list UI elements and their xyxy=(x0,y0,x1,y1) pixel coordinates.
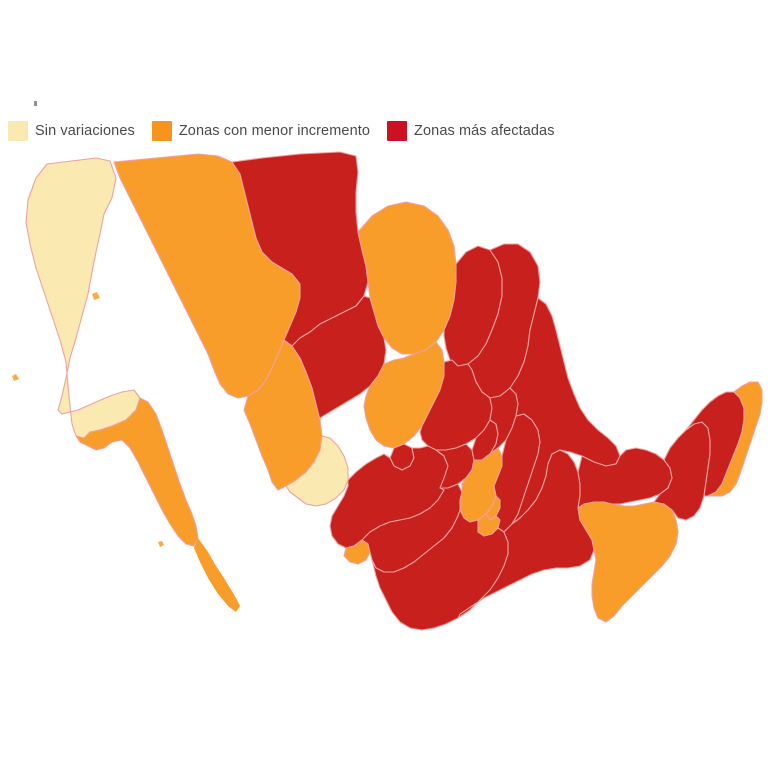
map-legend: Sin variaciones Zonas con menor incremen… xyxy=(8,118,760,144)
legend-swatch-icon-sin-variaciones xyxy=(8,121,28,141)
island-socorro xyxy=(12,374,19,381)
legend-item-sin-variaciones[interactable]: Sin variaciones xyxy=(8,121,135,141)
legend-swatch-icon-menor-incremento xyxy=(151,121,172,141)
state-chiapas[interactable] xyxy=(577,501,679,623)
state-baja-california-sur[interactable] xyxy=(75,397,199,547)
island-cedros xyxy=(92,292,100,300)
mexico-states-map[interactable] xyxy=(0,148,768,708)
state-oaxaca[interactable] xyxy=(457,449,595,619)
state-quintana-roo[interactable] xyxy=(707,381,763,497)
island-marieta xyxy=(158,541,164,547)
state-tabasco[interactable] xyxy=(577,447,673,509)
legend-label-menor-incremento: Zonas con menor incremento xyxy=(178,123,371,139)
state-guerrero[interactable] xyxy=(371,503,509,631)
state-baja-california[interactable] xyxy=(25,157,141,439)
state-colima[interactable] xyxy=(343,539,371,565)
legend-item-mas-afectadas[interactable]: Zonas más afectadas xyxy=(387,121,555,141)
legend-label-mas-afectadas: Zonas más afectadas xyxy=(414,123,555,139)
state-nayarit[interactable] xyxy=(285,435,349,507)
stray-mark-artifact xyxy=(34,101,37,106)
map-canvas xyxy=(0,148,768,708)
legend-label-sin-variaciones: Sin variaciones xyxy=(35,123,135,139)
state-bcs-cape[interactable] xyxy=(194,538,240,612)
legend-item-menor-incremento[interactable]: Zonas con menor incremento xyxy=(151,121,371,141)
legend-swatch-icon-mas-afectadas xyxy=(387,121,408,141)
